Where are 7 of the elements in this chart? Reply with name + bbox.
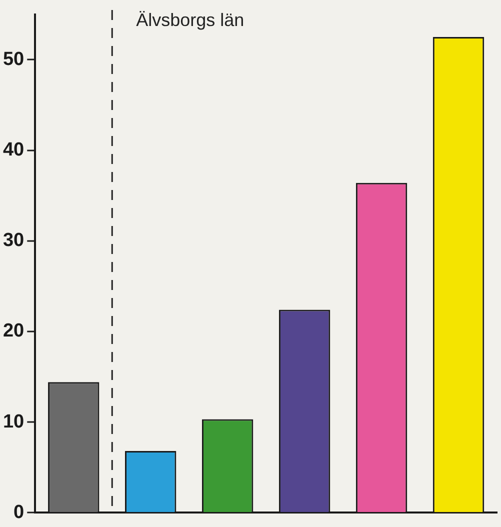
y-tick-label: 30 — [2, 230, 24, 252]
annotation: Älvsborgs län — [136, 10, 244, 30]
y-tick-label: 50 — [2, 48, 24, 70]
y-tick-label: 40 — [2, 140, 24, 161]
y-tick-label: 0 — [14, 502, 24, 523]
y-tick-label: 10 — [2, 411, 24, 432]
y-tick-label: 20 — [2, 320, 24, 342]
